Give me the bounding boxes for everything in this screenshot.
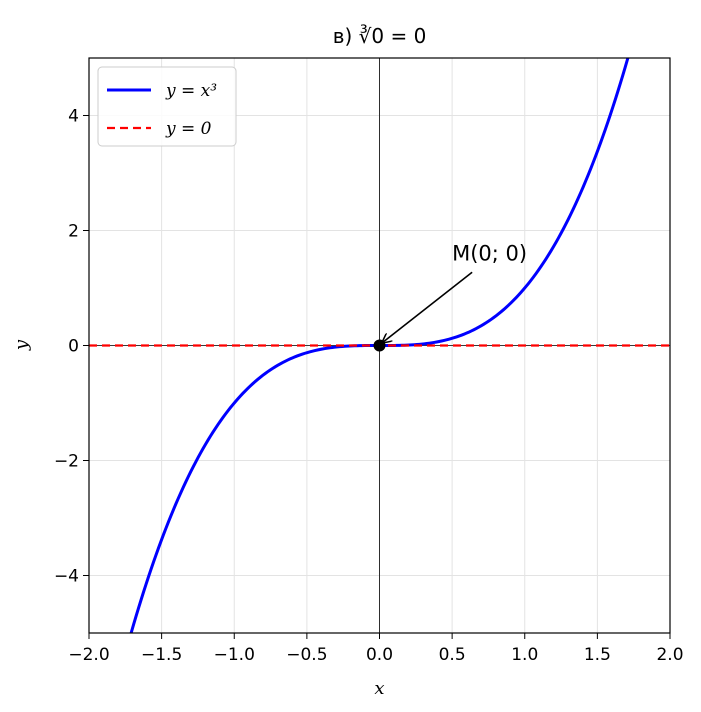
annotation-layer: M(0; 0) <box>382 241 527 342</box>
y-tick-label: 2 <box>68 222 79 242</box>
x-tick-label: −2.0 <box>68 645 109 665</box>
legend-label-0: y = x³ <box>165 81 217 101</box>
y-ticks: −4 −2 0 2 4 <box>54 107 89 587</box>
legend: y = x³ y = 0 <box>97 66 237 147</box>
x-tick-label: 0.5 <box>439 645 466 665</box>
legend-box <box>97 66 237 147</box>
x-tick-label: 1.0 <box>511 645 538 665</box>
x-ticks: −2.0 −1.5 −1.0 −0.5 0.0 0.5 1.0 1.5 2.0 <box>68 633 684 665</box>
y-tick-label: 0 <box>68 337 79 357</box>
legend-label-1: y = 0 <box>165 119 212 139</box>
x-tick-label: −1.0 <box>214 645 255 665</box>
x-tick-label: 2.0 <box>656 645 683 665</box>
chart-title: в) ∛0 = 0 <box>333 24 427 48</box>
x-tick-label: −1.5 <box>141 645 182 665</box>
annotation-text-0: M(0; 0) <box>452 241 527 265</box>
y-tick-label: 4 <box>68 107 79 127</box>
y-tick-label: −4 <box>54 567 79 587</box>
annotation-arrow-0 <box>382 271 473 342</box>
x-tick-label: 0.0 <box>366 645 393 665</box>
y-axis-label: y <box>11 339 32 351</box>
y-tick-label: −2 <box>54 452 79 472</box>
x-tick-label: −0.5 <box>286 645 327 665</box>
x-axis-label: x <box>374 678 384 699</box>
x-tick-label: 1.5 <box>584 645 611 665</box>
